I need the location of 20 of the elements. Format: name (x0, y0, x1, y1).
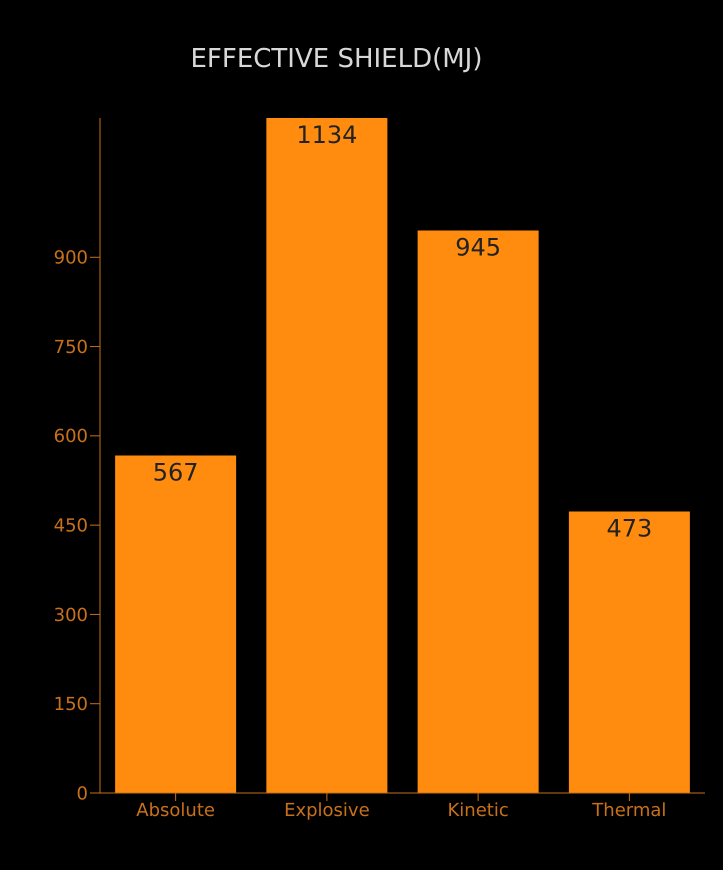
y-tick-label: 600 (54, 426, 88, 448)
bar (115, 456, 236, 793)
data-label: 945 (455, 234, 502, 262)
x-tick-label: Explosive (284, 800, 370, 821)
data-label: 1134 (296, 121, 358, 150)
y-tick-label: 300 (54, 604, 88, 626)
y-tick-label: 150 (54, 694, 88, 716)
x-tick-label: Thermal (591, 800, 666, 821)
data-label: 567 (152, 458, 199, 487)
y-tick-label: 450 (54, 516, 88, 537)
bar (266, 118, 388, 793)
chart-title: EFFECTIVE SHIELD(MJ) (190, 44, 484, 74)
y-tick-label: 0 (76, 783, 88, 804)
bar (418, 230, 539, 793)
bar (568, 511, 690, 793)
y-tick-label: 750 (54, 336, 88, 358)
x-tick-label: Kinetic (448, 800, 509, 821)
x-tick-label: Absolute (136, 800, 215, 821)
data-label: 473 (606, 514, 652, 542)
y-tick-label: 900 (54, 248, 88, 269)
